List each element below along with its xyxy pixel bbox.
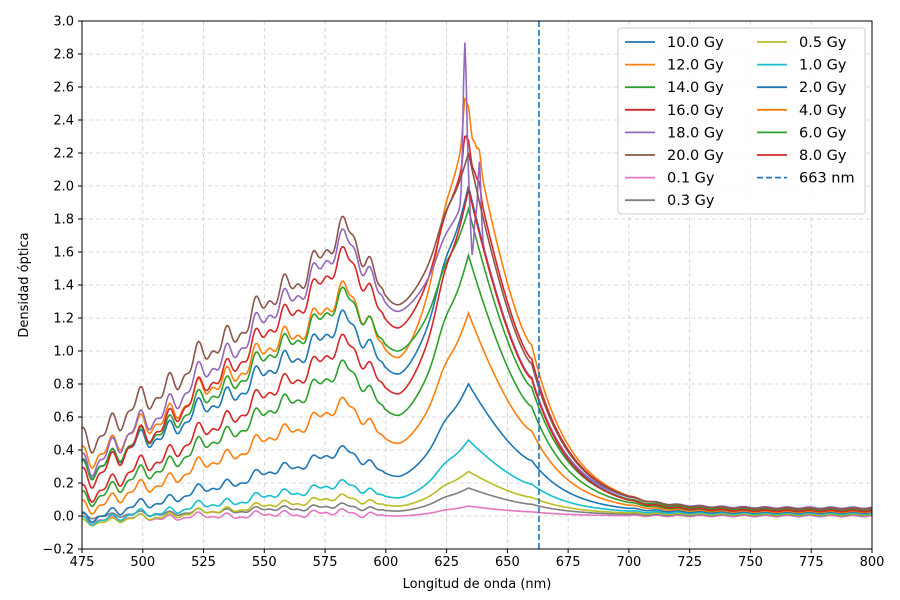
- legend-label: 1.0 Gy: [799, 58, 847, 74]
- x-tick-label: 675: [556, 555, 581, 570]
- y-tick-label: 1.4: [53, 279, 74, 294]
- x-tick-label: 500: [130, 555, 155, 570]
- y-tick-label: 3.0: [53, 15, 74, 30]
- legend-label: 14.0 Gy: [667, 80, 724, 96]
- y-tick-label: 0.4: [53, 444, 74, 459]
- y-tick-label: 2.2: [53, 147, 74, 162]
- y-tick-label: 1.8: [53, 213, 74, 228]
- series-line-13: [81, 189, 873, 513]
- y-axis: −0.2 0.0 0.2 0.4 0.6 0.8 1.0 1.2 1.4 1.6 1.8 2.0 2.2…: [42, 15, 82, 558]
- legend: 10.0 Gy 12.0 Gy 14.0 Gy 16.0 Gy 18.0 Gy 20.0 …: [617, 27, 866, 215]
- legend-label: 18.0 Gy: [667, 125, 724, 141]
- y-tick-label: 0.2: [53, 477, 74, 492]
- y-tick-label: −0.2: [42, 543, 74, 558]
- x-tick-label: 800: [860, 555, 885, 570]
- y-tick-label: 1.2: [53, 312, 74, 327]
- series-line-2: [81, 206, 873, 511]
- legend-label: 2.0 Gy: [799, 80, 847, 96]
- x-tick-label: 475: [70, 555, 95, 570]
- y-tick-label: 0.8: [53, 378, 74, 393]
- x-tick-label: 700: [617, 555, 642, 570]
- series-line-11: [81, 310, 873, 515]
- series-line-6: [81, 505, 873, 524]
- legend-label: 20.0 Gy: [667, 148, 724, 164]
- x-tick-label: 575: [313, 555, 338, 570]
- y-tick-label: 1.6: [53, 246, 74, 261]
- series-line-9: [81, 438, 873, 526]
- x-tick-label: 775: [799, 555, 824, 570]
- legend-label: 8.0 Gy: [799, 148, 847, 164]
- y-tick-label: 0.6: [53, 411, 74, 426]
- x-axis-label: Longitud de onda (nm): [403, 577, 552, 592]
- legend-label: 10.0 Gy: [667, 35, 724, 51]
- x-tick-label: 750: [738, 555, 763, 570]
- y-tick-label: 2.6: [53, 81, 74, 96]
- legend-label: 0.1 Gy: [667, 171, 715, 187]
- y-axis-label: Densidad óptica: [17, 232, 32, 337]
- legend-label: 6.0 Gy: [799, 125, 847, 141]
- x-axis: 475 500 525 550 575 600 625 650 675 700 725 750 775 8…: [70, 549, 885, 570]
- series-lines: [81, 42, 873, 527]
- x-tick-label: 625: [434, 555, 459, 570]
- x-tick-label: 650: [495, 555, 520, 570]
- y-tick-label: 2.8: [53, 48, 74, 63]
- legend-label: 663 nm: [799, 171, 855, 187]
- x-tick-label: 550: [252, 555, 277, 570]
- x-tick-label: 525: [191, 555, 216, 570]
- legend-label: 12.0 Gy: [667, 58, 724, 74]
- legend-label: 16.0 Gy: [667, 103, 724, 119]
- series-line-8: [81, 470, 873, 527]
- legend-label: 0.5 Gy: [799, 35, 847, 51]
- y-tick-label: 2.0: [53, 180, 74, 195]
- series-line-0: [81, 185, 873, 512]
- y-tick-label: 2.4: [53, 114, 74, 129]
- legend-label: 0.3 Gy: [667, 193, 715, 209]
- y-tick-label: 0.0: [53, 510, 74, 525]
- series-line-10: [81, 382, 873, 524]
- x-tick-label: 725: [677, 555, 702, 570]
- legend-box: [617, 27, 866, 215]
- series-line-12: [81, 252, 873, 513]
- x-tick-label: 600: [373, 555, 398, 570]
- y-tick-label: 1.0: [53, 345, 74, 360]
- series-line-5: [81, 152, 873, 511]
- legend-label: 4.0 Gy: [799, 103, 847, 119]
